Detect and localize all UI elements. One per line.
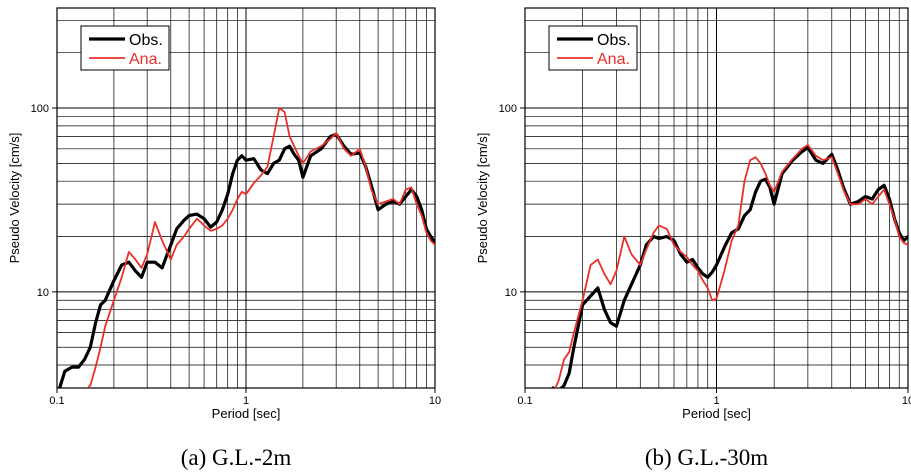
x-tick-label: 0.1	[517, 395, 532, 407]
series-line-obs	[57, 132, 435, 388]
x-tick-label: 10	[902, 395, 911, 407]
y-axis-label: Pseudo Velocity [cm/s]	[7, 133, 22, 264]
x-tick-label: 0.1	[49, 395, 64, 407]
series-line-obs	[551, 145, 908, 388]
panel-caption: (a) G.L.-2m	[181, 445, 292, 470]
legend: Obs. Ana.	[80, 25, 170, 71]
legend: Obs. Ana.	[548, 25, 638, 71]
grid	[56, 8, 436, 389]
y-tick-labels: 10 100	[31, 103, 49, 299]
legend-label-obs: Obs.	[597, 32, 631, 49]
x-axis-label: Period [sec]	[682, 406, 751, 421]
legend-label-ana: Ana.	[597, 51, 630, 68]
y-tick-label: 100	[31, 103, 49, 115]
tick-marks	[52, 107, 436, 393]
legend-label-obs: Obs.	[129, 32, 163, 49]
series-line-ana	[86, 107, 435, 388]
x-tick-labels: 0.1 1 10	[517, 395, 911, 407]
chart-panel-b: 0.1 1 10 10 100 Period [sec] Pseudo Velo…	[475, 7, 911, 470]
legend-label-ana: Ana.	[129, 51, 162, 68]
legend-box	[80, 25, 170, 71]
series-line-ana	[554, 143, 908, 388]
legend-box	[548, 25, 638, 71]
x-tick-label: 10	[429, 395, 441, 407]
series-group	[551, 143, 908, 388]
x-tick-label: 1	[243, 395, 249, 407]
y-tick-label: 10	[505, 287, 517, 299]
tick-marks	[520, 107, 909, 393]
y-tick-label: 100	[499, 103, 517, 115]
x-axis-label: Period [sec]	[212, 406, 281, 421]
panel-caption: (b) G.L.-30m	[645, 445, 768, 470]
x-tick-labels: 0.1 1 10	[49, 395, 441, 407]
y-tick-label: 10	[37, 287, 49, 299]
x-tick-label: 1	[713, 395, 719, 407]
y-tick-labels: 10 100	[499, 103, 517, 299]
y-axis-label: Pseudo Velocity [cm/s]	[475, 133, 490, 264]
series-group	[57, 107, 435, 388]
chart-panel-a: 0.1 1 10 10 100 Period [sec] Pseudo Velo…	[7, 7, 441, 470]
